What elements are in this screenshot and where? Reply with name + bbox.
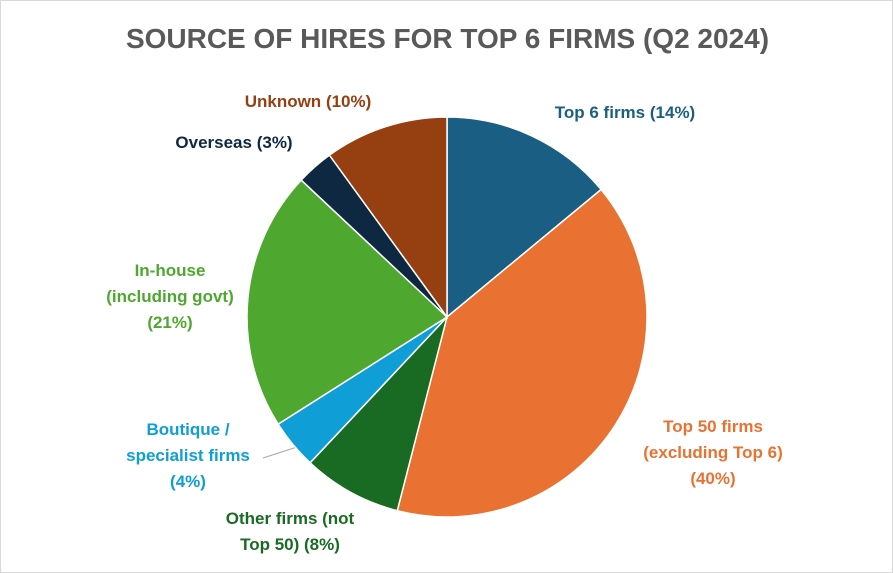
pie-slice: [309, 316, 448, 512]
value-label: (14%): [649, 103, 696, 122]
slice-label: Top 50 firms (excluding Top 6) (40%): [631, 414, 796, 492]
value-label: (21%): [147, 313, 193, 332]
category-label: Top 6 firms: [554, 103, 646, 122]
pie-slice: [246, 179, 449, 426]
value-label: (8%): [304, 535, 340, 554]
pie-slice: [396, 188, 648, 518]
pie-slice: [446, 116, 603, 319]
value-label: (40%): [690, 469, 736, 488]
slice-label: Top 6 firms (14%): [515, 100, 735, 126]
leader-line: [262, 446, 298, 459]
category-label: Other firms (not Top 50): [225, 509, 355, 554]
value-label: (4%): [170, 472, 206, 491]
category-label: Boutique / specialist firms: [126, 420, 250, 465]
category-label: Unknown: [244, 92, 322, 111]
chart-title: SOURCE OF HIRES FOR TOP 6 FIRMS (Q2 2024…: [125, 23, 770, 54]
slice-label: Unknown (10%): [218, 89, 398, 115]
slice-label: Boutique / specialist firms (4%): [121, 417, 256, 495]
category-label: Top 50 firms (excluding Top 6): [643, 417, 783, 462]
value-label: (10%): [325, 92, 372, 111]
category-label: Overseas: [175, 133, 252, 152]
slice-label: Overseas (3%): [154, 130, 314, 156]
pie-slice: [328, 116, 448, 320]
slice-label: In-house (including govt) (21%): [95, 258, 245, 336]
slice-label: Other firms (not Top 50) (8%): [210, 506, 370, 558]
category-label: In-house (including govt): [106, 261, 234, 306]
value-label: (3%): [256, 133, 293, 152]
